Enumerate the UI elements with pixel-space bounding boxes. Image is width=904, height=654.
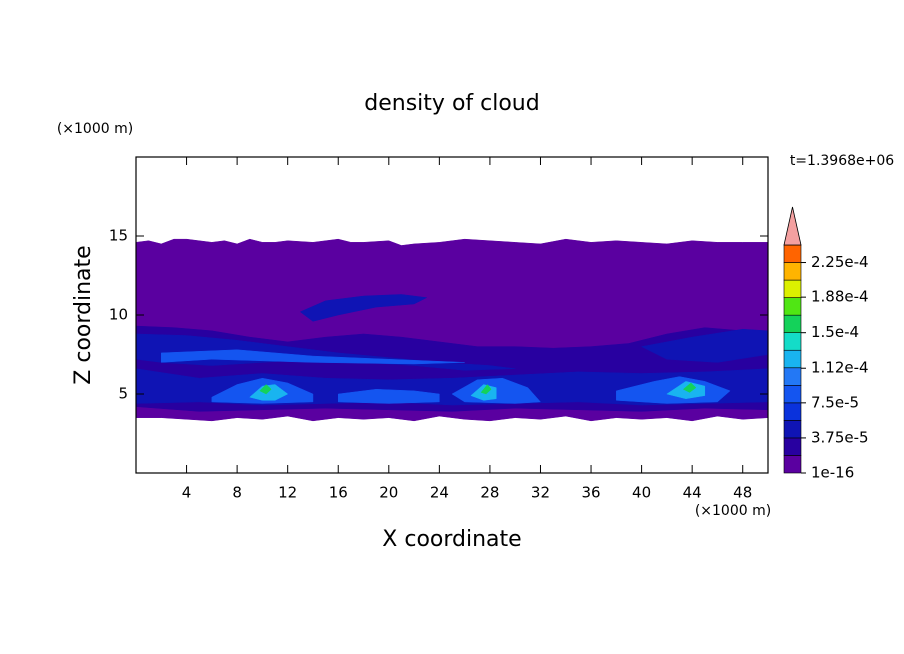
x-tick-label: 4 [182,484,192,502]
x-unit: (×1000 m) [695,503,771,519]
colorbar-band [783,332,802,351]
contour-field [136,238,768,422]
colorbar-tick-label: 1e-16 [811,464,854,482]
colorbar-extension [783,206,802,246]
colorbar-band [783,349,802,369]
colorbar-tick-label: 2.25e-4 [811,253,869,271]
contour-region [259,384,272,395]
x-tick-label: 8 [232,484,242,502]
y-tick-label: 10 [109,306,128,324]
colorbar-band [783,420,802,439]
contour-region [161,349,465,365]
x-tick-label: 40 [632,484,651,502]
colorbar-band [783,455,802,474]
colorbar-tick-label: 1.12e-4 [811,359,869,377]
x-tick-label: 20 [379,484,398,502]
x-tick-label: 44 [683,484,702,502]
contour-region [682,382,697,393]
contour-region [249,384,289,401]
contour-region [337,389,440,404]
colorbar-band [783,279,802,298]
x-tick-label: 36 [581,484,600,502]
colorbar: 1e-16 3.75e-5 7.5e-5 1.12e-4 1.5e-4 1.88e-4 2.… [783,206,869,482]
colorbar-tick-label: 3.75e-5 [811,428,869,446]
plot-frame [135,156,769,474]
contour-region [640,328,768,363]
y-tick-label: 5 [118,385,128,403]
colorbar-band [783,314,802,333]
chart-title: density of cloud [364,91,539,116]
colorbar-tick-label: 1.5e-4 [811,323,859,341]
x-tick-label: 12 [278,484,297,502]
colorbar-band [783,244,802,263]
x-axis-label: X coordinate [382,527,521,552]
colorbar-band [783,437,802,456]
x-tick-label: 16 [329,484,348,502]
colorbar-band [783,262,802,281]
colorbar-tick-label: 1.88e-4 [811,288,869,306]
time-annotation: t=1.3968e+06 [790,153,894,169]
x-tick-label: 32 [531,484,550,502]
contour-region [480,384,492,395]
x-tick-label: 24 [430,484,449,502]
x-tick-label: 48 [733,484,752,502]
y-axis-label: Z coordinate [71,245,96,384]
colorbar-band [783,402,802,421]
x-tick-label: 28 [480,484,499,502]
y-tick-label: 15 [109,227,128,245]
contour-region [299,294,428,322]
colorbar-band [783,367,802,386]
y-unit: (×1000 m) [57,121,133,137]
colorbar-band [783,385,802,404]
colorbar-tick-label: 7.5e-5 [811,393,859,411]
colorbar-band [783,297,802,316]
